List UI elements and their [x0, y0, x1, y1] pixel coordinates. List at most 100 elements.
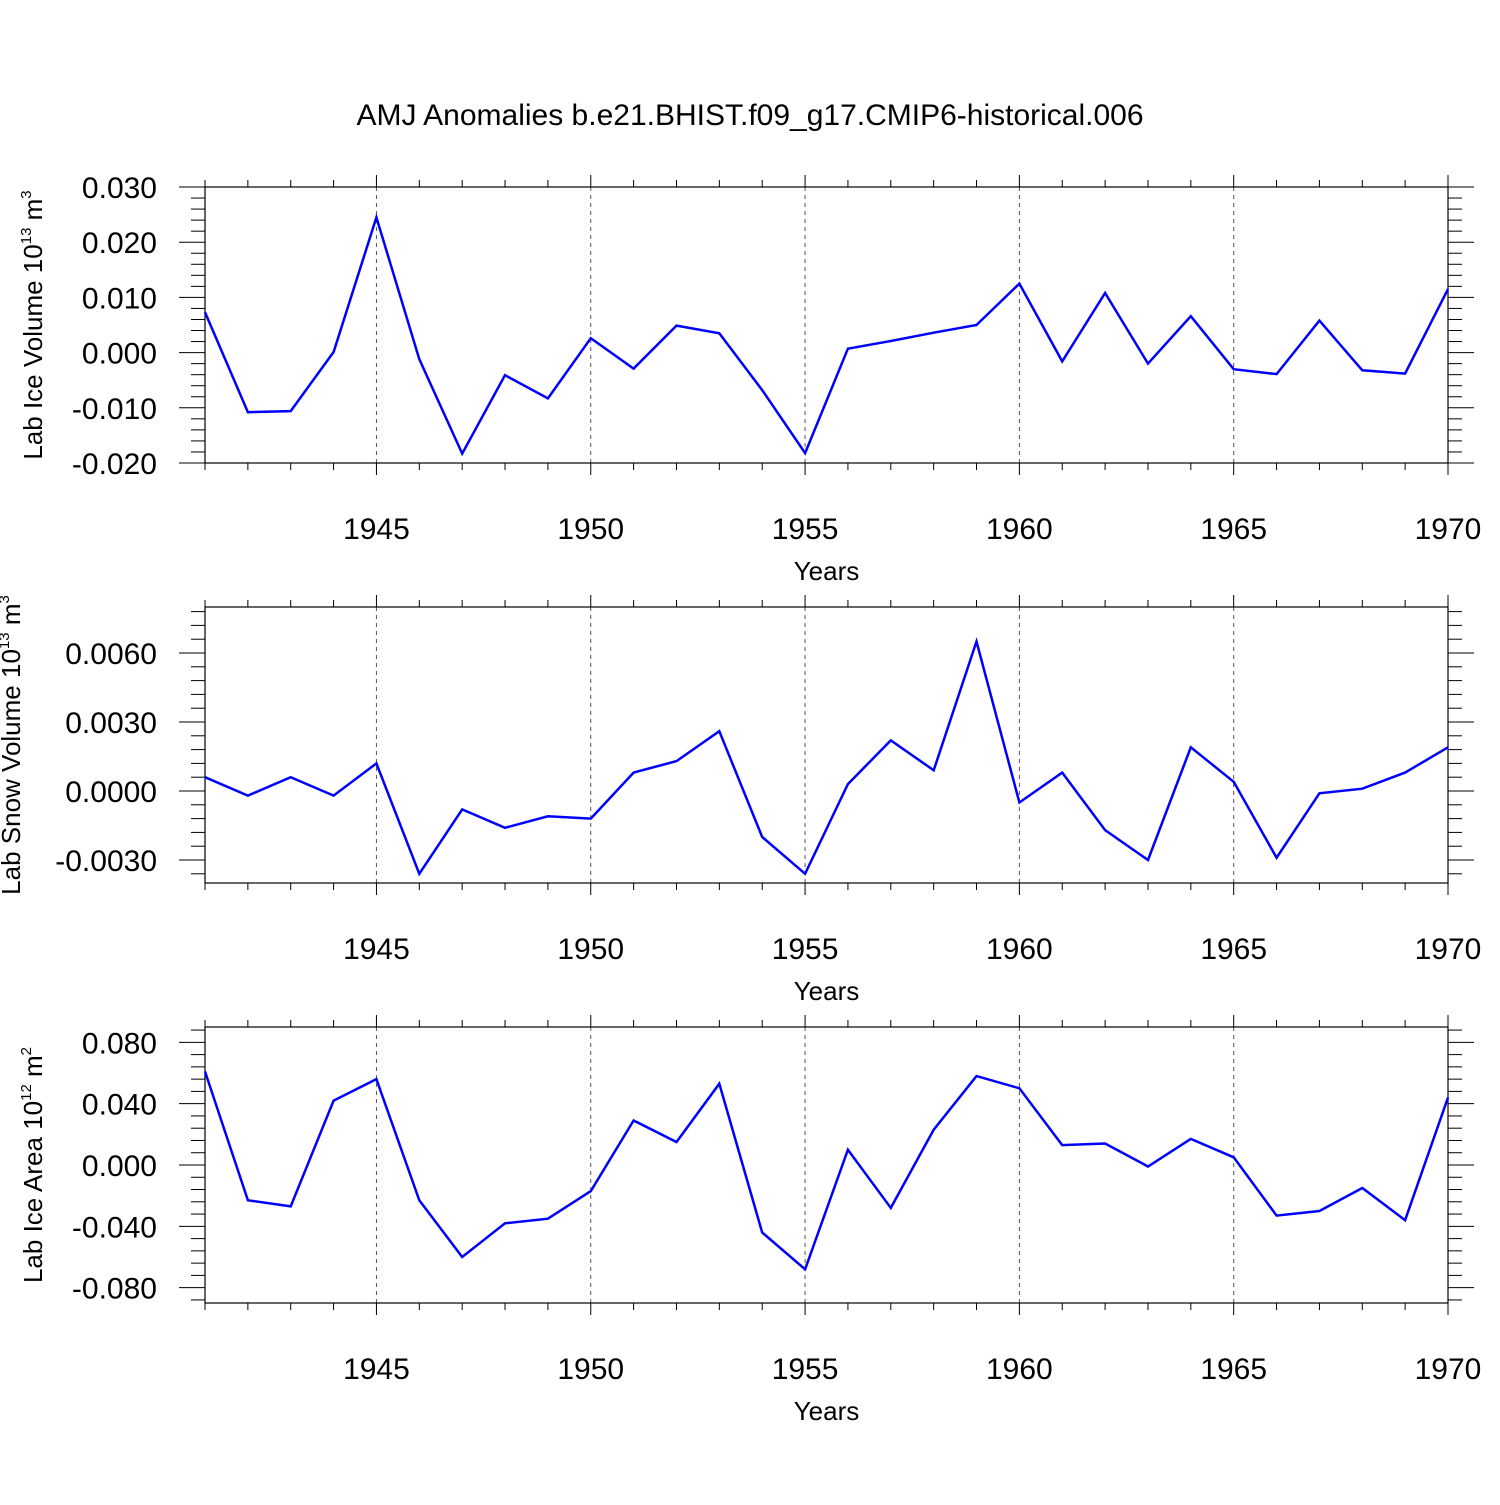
- y-tick-label: 0.080: [82, 1027, 157, 1060]
- data-point: [760, 1230, 764, 1234]
- data-point: [1146, 858, 1150, 862]
- x-tick-label: 1960: [986, 513, 1053, 546]
- data-point: [1232, 780, 1236, 784]
- data-point: [1017, 282, 1021, 286]
- y-tick-label: -0.010: [72, 393, 157, 426]
- x-tick-label: 1965: [1200, 513, 1267, 546]
- data-point: [203, 775, 207, 779]
- data-point: [246, 1198, 250, 1202]
- data-point: [374, 215, 378, 219]
- x-tick-label: 1945: [343, 1353, 410, 1386]
- x-tick-label: 1950: [557, 1353, 624, 1386]
- data-point: [1360, 1186, 1364, 1190]
- plot-frame: [204, 1026, 1449, 1304]
- data-point: [589, 336, 593, 340]
- data-point: [760, 388, 764, 392]
- y-tick-label: -0.0030: [55, 845, 157, 878]
- data-point: [460, 807, 464, 811]
- data-point: [1103, 1142, 1107, 1146]
- y-tick-label: 0.0060: [65, 638, 157, 671]
- data-point: [589, 1189, 593, 1193]
- y-tick-label: 0.000: [82, 338, 157, 371]
- data-point: [1103, 828, 1107, 832]
- data-point: [846, 347, 850, 351]
- data-point: [503, 826, 507, 830]
- data-point: [1403, 372, 1407, 376]
- data-point: [1189, 314, 1193, 318]
- data-point: [289, 1204, 293, 1208]
- data-point: [889, 1206, 893, 1210]
- chart-panels: 1945 1950 1955 1960 1965 1970 Years -0.020 -0.01…: [0, 172, 1481, 1426]
- data-point: [889, 738, 893, 742]
- panel-1: 1945 1950 1955 1960 1965 1970 Years -0.020 -0.01…: [18, 172, 1481, 586]
- data-point: [503, 373, 507, 377]
- data-point: [246, 410, 250, 414]
- data-point: [1146, 1165, 1150, 1169]
- data-point: [417, 357, 421, 361]
- data-point: [1060, 771, 1064, 775]
- x-tick-label: 1945: [343, 933, 410, 966]
- data-point: [717, 1082, 721, 1086]
- data-point: [932, 331, 936, 335]
- data-point: [932, 768, 936, 772]
- data-point: [632, 771, 636, 775]
- data-point: [332, 350, 336, 354]
- y-tick-label: -0.080: [72, 1273, 157, 1306]
- data-point: [546, 814, 550, 818]
- data-point: [546, 1217, 550, 1221]
- data-point: [632, 1119, 636, 1123]
- data-point: [1446, 745, 1450, 749]
- panel-3: 1945 1950 1955 1960 1965 1970 Years -0.080 -0.04…: [18, 1015, 1481, 1426]
- data-point: [417, 1198, 421, 1202]
- data-point: [632, 367, 636, 371]
- data-point: [975, 323, 979, 327]
- data-point: [1103, 291, 1107, 295]
- x-tick-label: 1955: [772, 1353, 839, 1386]
- data-point: [975, 640, 979, 644]
- x-axis-title: Years: [794, 556, 860, 586]
- y-tick-label: 0.040: [82, 1089, 157, 1122]
- data-point: [932, 1128, 936, 1132]
- data-point: [1232, 367, 1236, 371]
- data-point: [1275, 372, 1279, 376]
- data-point: [889, 339, 893, 343]
- data-point: [1189, 745, 1193, 749]
- x-tick-label: 1955: [772, 933, 839, 966]
- data-point: [674, 759, 678, 763]
- x-tick-label: 1950: [557, 933, 624, 966]
- data-point: [1446, 1096, 1450, 1100]
- data-point: [846, 1148, 850, 1152]
- data-point: [374, 1077, 378, 1081]
- data-point: [460, 1255, 464, 1259]
- data-point: [1146, 362, 1150, 366]
- data-point: [1317, 319, 1321, 323]
- data-point: [1317, 1209, 1321, 1213]
- data-point: [1275, 1214, 1279, 1218]
- data-point: [332, 1099, 336, 1103]
- y-axis-title: Lab Snow Volume 1013 m3: [0, 595, 26, 895]
- data-point: [717, 331, 721, 335]
- x-tick-label: 1970: [1415, 513, 1482, 546]
- x-tick-label: 1965: [1200, 933, 1267, 966]
- data-point: [1317, 791, 1321, 795]
- y-tick-label: 0.0030: [65, 707, 157, 740]
- series-line: [203, 1071, 1450, 1272]
- data-point: [332, 794, 336, 798]
- data-point: [546, 396, 550, 400]
- data-point: [1017, 801, 1021, 805]
- y-axis-title: Lab Ice Area 1012 m2: [18, 1047, 48, 1283]
- series-line: [203, 213, 1450, 457]
- y-tick-label: 0.000: [82, 1150, 157, 1183]
- data-point: [1446, 287, 1450, 291]
- y-tick-label: 0.0000: [65, 776, 157, 809]
- panel-2: 1945 1950 1955 1960 1965 1970 Years -0.0030 0.00…: [0, 595, 1481, 1006]
- y-tick-label: 0.020: [82, 227, 157, 260]
- x-tick-label: 1960: [986, 933, 1053, 966]
- data-point: [246, 794, 250, 798]
- y-tick-label: -0.040: [72, 1211, 157, 1244]
- x-tick-label: 1970: [1415, 933, 1482, 966]
- x-tick-label: 1945: [343, 513, 410, 546]
- x-tick-label: 1955: [772, 513, 839, 546]
- data-point: [846, 782, 850, 786]
